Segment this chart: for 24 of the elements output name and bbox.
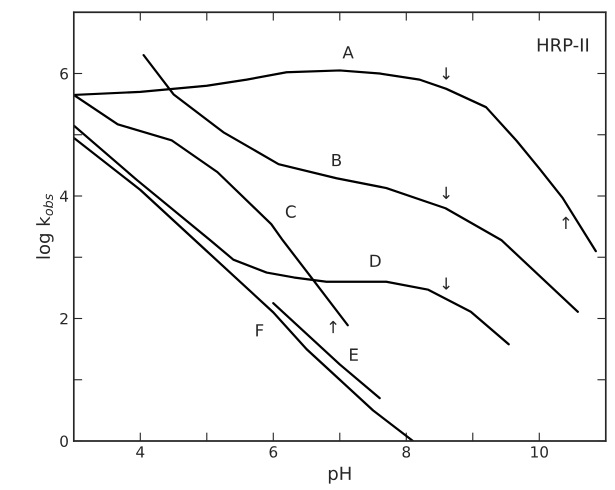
annotation: E bbox=[350, 348, 358, 361]
annotation: A bbox=[342, 46, 354, 58]
y-tick-label: 6 bbox=[60, 68, 68, 80]
y-tick-label: 0 bbox=[60, 435, 68, 448]
annotation: ↓ bbox=[442, 186, 450, 200]
annotation: ↓ bbox=[442, 67, 450, 80]
y-axis-title: log k$_{obs}$ bbox=[36, 194, 54, 258]
x-tick-label: 8 bbox=[402, 446, 410, 458]
x-tick-label: 6 bbox=[269, 446, 278, 458]
annotation: D bbox=[370, 254, 381, 267]
line-series bbox=[272, 302, 381, 400]
annotation: HRP-II bbox=[538, 38, 588, 52]
y-tick-label: 4 bbox=[60, 190, 68, 202]
line-series bbox=[74, 136, 414, 441]
annotation: ↑ bbox=[562, 216, 570, 229]
x-tick-label: 10 bbox=[531, 446, 548, 458]
x-tick-label: 4 bbox=[136, 446, 144, 458]
annotation: B bbox=[332, 154, 341, 166]
y-tick-label: 2 bbox=[60, 312, 68, 324]
annotation: C bbox=[286, 205, 296, 218]
annotation: F bbox=[256, 324, 264, 336]
annotation: ↓ bbox=[442, 277, 450, 290]
x-axis-title: pH bbox=[328, 466, 351, 484]
annotation: ↑ bbox=[330, 320, 337, 334]
